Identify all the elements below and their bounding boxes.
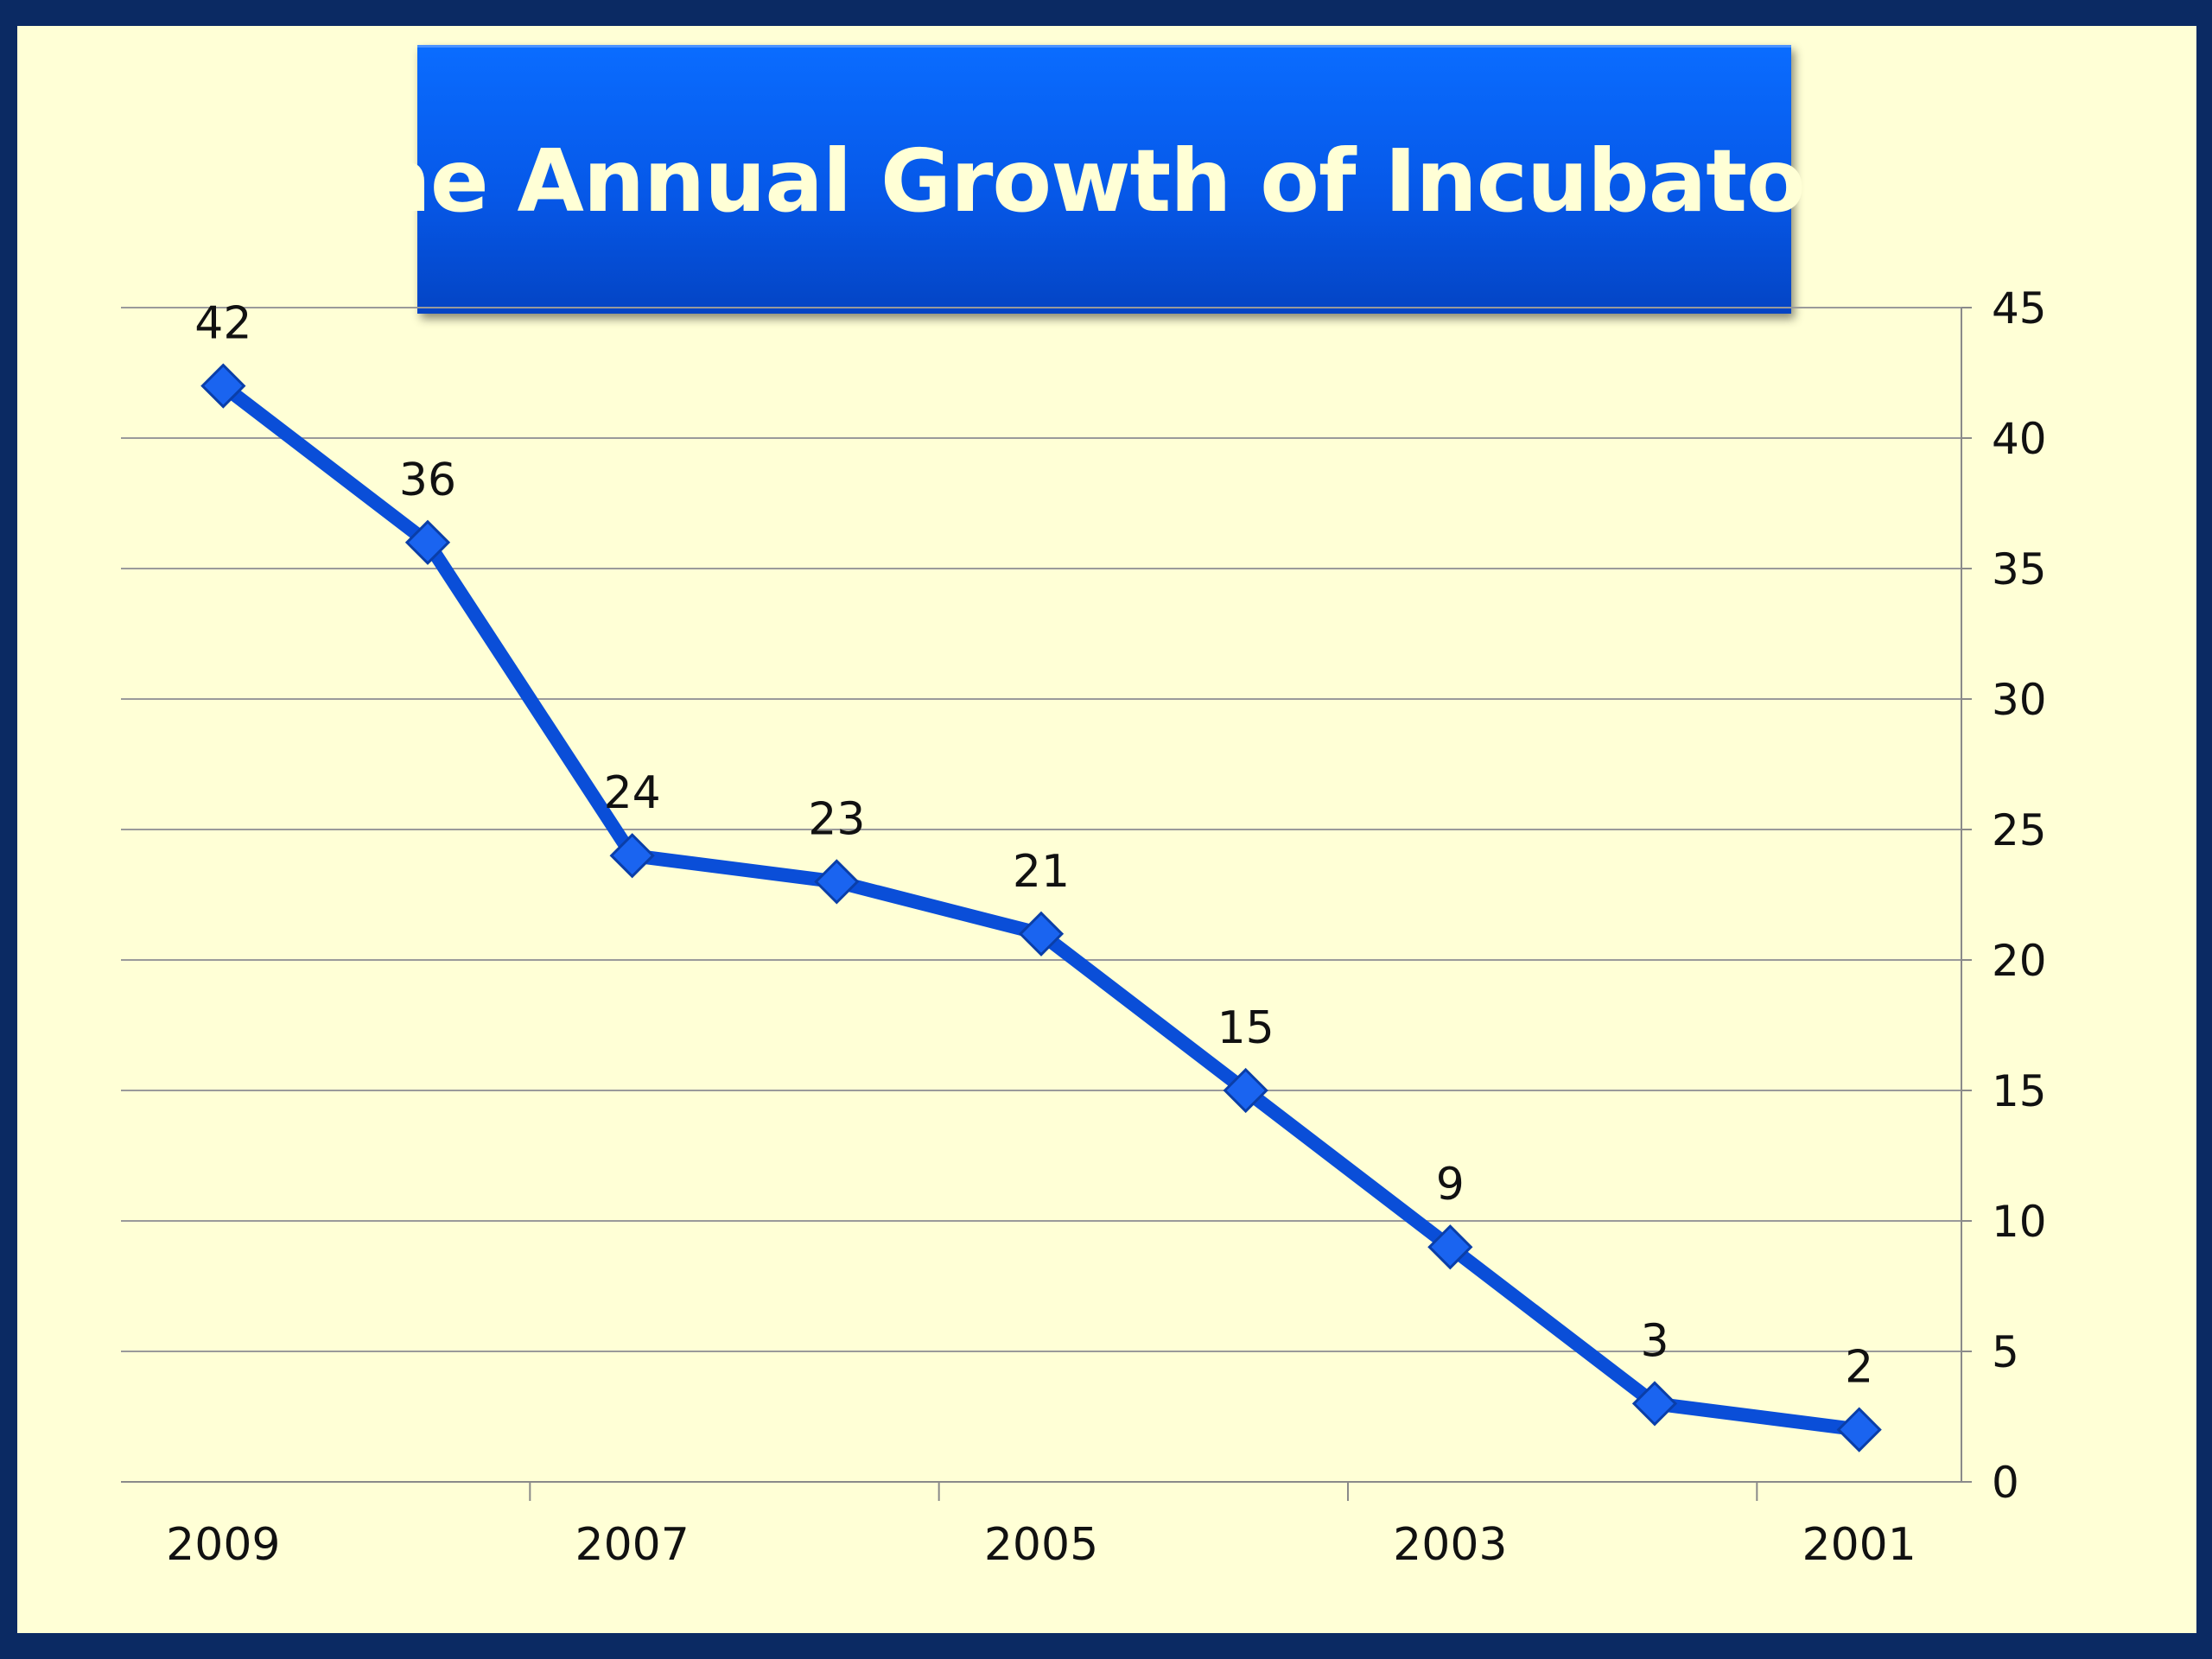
y-tick-label: 25	[1992, 805, 2047, 855]
data-point-marker	[814, 859, 860, 905]
chart-title: The Annual Growth of Incubators	[311, 130, 1897, 232]
line-chart: 0 5 10 15 20 25 30 35 40 45 2009 2007 2005 2003 2001 42…	[121, 283, 2047, 1571]
x-tick-label: 2003	[1393, 1519, 1507, 1571]
data-label: 24	[604, 767, 661, 819]
data-label: 23	[808, 793, 865, 845]
y-tick-label: 40	[1992, 414, 2047, 464]
data-point-marker	[1836, 1407, 1882, 1452]
data-point-marker	[609, 833, 655, 879]
data-label: 9	[1436, 1159, 1465, 1211]
x-tick-label: 2005	[984, 1519, 1098, 1571]
data-point-marker	[1018, 911, 1065, 957]
data-label: 15	[1217, 1002, 1274, 1054]
data-point-marker	[1631, 1381, 1678, 1427]
data-label: 21	[1013, 846, 1070, 898]
y-tick-label: 45	[1992, 283, 2047, 334]
y-tick-label: 10	[1992, 1197, 2047, 1247]
data-point-marker	[1427, 1224, 1473, 1270]
x-tick-label: 2009	[166, 1519, 280, 1571]
x-tick-label: 2001	[1802, 1519, 1916, 1571]
x-tick-label: 2007	[575, 1519, 689, 1571]
data-point-marker	[404, 519, 451, 565]
chart-area: The Annual Growth of Incubators 0 5 10 15 20…	[17, 26, 2196, 1633]
data-label: 2	[1845, 1342, 1873, 1394]
y-tick-label: 5	[1992, 1327, 2019, 1377]
data-point-marker	[200, 363, 246, 409]
y-tick-label: 20	[1992, 936, 2047, 986]
data-label: 3	[1640, 1315, 1669, 1367]
y-tick-label: 0	[1992, 1458, 2019, 1508]
y-tick-label: 15	[1992, 1066, 2047, 1116]
y-tick-label: 30	[1992, 675, 2047, 725]
data-point-marker	[1223, 1067, 1268, 1114]
data-label: 36	[399, 454, 456, 506]
series-line	[216, 378, 1866, 1437]
y-tick-label: 35	[1992, 544, 2047, 594]
data-label: 42	[194, 298, 251, 350]
chart-title-box: The Annual Growth of Incubators	[311, 45, 1898, 314]
